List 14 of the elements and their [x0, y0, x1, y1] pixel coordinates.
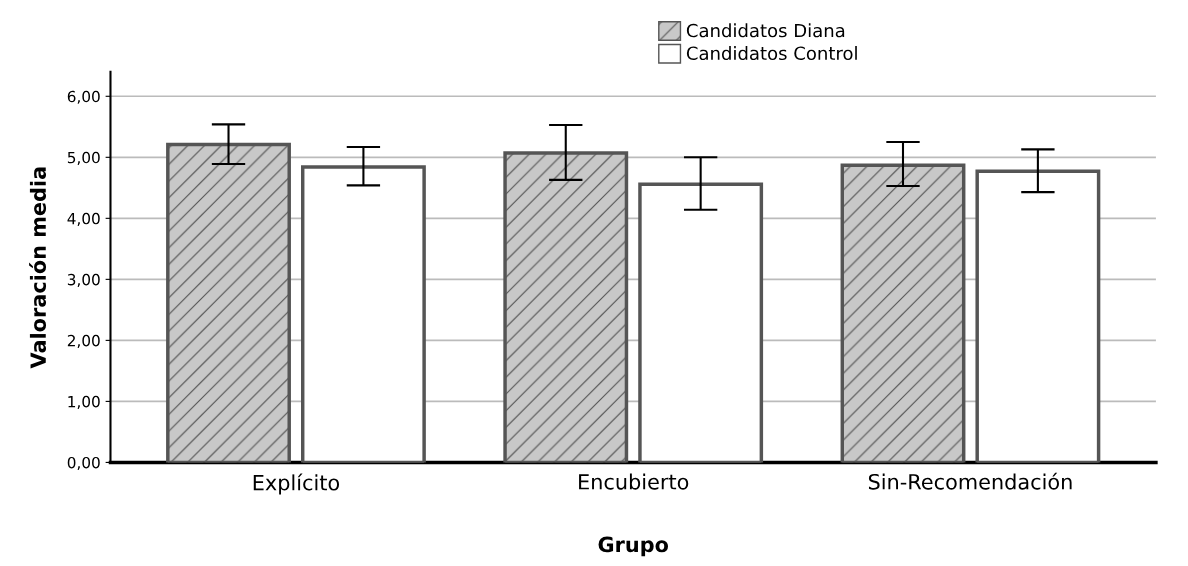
y-tick-label: 0,00: [67, 456, 100, 470]
x-tick-label: Explícito: [253, 473, 340, 495]
legend-label: Candidatos Diana: [686, 23, 845, 38]
y-tick-label: 6,00: [67, 90, 100, 104]
y-tick-label: 3,00: [67, 273, 100, 287]
y-axis-title: Valoración media: [29, 167, 47, 369]
y-tick-label: 2,00: [67, 334, 100, 348]
y-tick-label: 4,00: [67, 212, 100, 226]
y-tick-label: 1,00: [68, 395, 100, 409]
x-axis-title: Grupo: [598, 536, 669, 557]
x-tick-label: Encubierto: [579, 473, 689, 490]
y-tick-label: 5,00: [67, 151, 100, 165]
x-tick-label: Sin-Recomendación: [868, 472, 1072, 490]
legend-label: Candidatos Control: [686, 46, 857, 61]
